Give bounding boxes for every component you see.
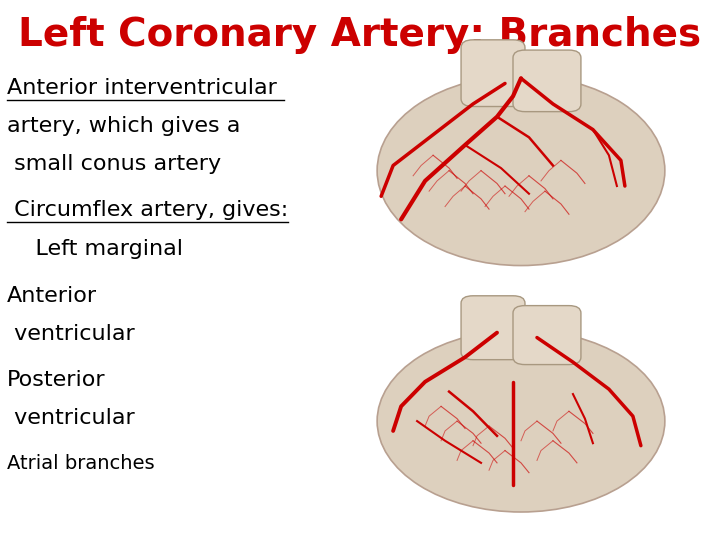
Text: Anterior: Anterior <box>7 286 97 306</box>
Text: artery, which gives a: artery, which gives a <box>7 116 240 136</box>
Ellipse shape <box>377 76 665 266</box>
FancyBboxPatch shape <box>461 296 525 360</box>
Text: small conus artery: small conus artery <box>7 154 221 174</box>
Text: Left Coronary Artery: Branches: Left Coronary Artery: Branches <box>19 16 701 54</box>
FancyBboxPatch shape <box>461 40 525 106</box>
FancyBboxPatch shape <box>0 0 317 540</box>
Text: Anterior interventricular: Anterior interventricular <box>7 78 284 98</box>
FancyBboxPatch shape <box>513 306 581 365</box>
Text: ventricular: ventricular <box>7 324 135 344</box>
Text: ventricular: ventricular <box>7 408 135 428</box>
Text: Atrial branches: Atrial branches <box>7 454 155 472</box>
Text: Left marginal: Left marginal <box>7 239 183 259</box>
Text: Circumflex artery, gives:: Circumflex artery, gives: <box>7 200 289 220</box>
Text: Posterior: Posterior <box>7 370 106 390</box>
Ellipse shape <box>377 330 665 512</box>
FancyBboxPatch shape <box>513 50 581 112</box>
